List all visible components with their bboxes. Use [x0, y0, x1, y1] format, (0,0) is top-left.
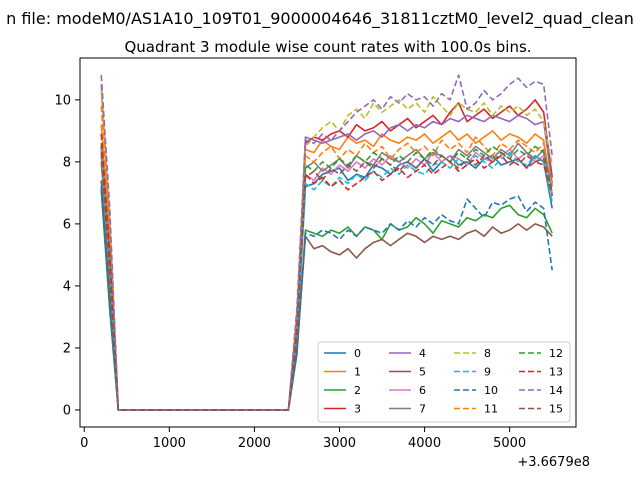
- y-tick-label: 10: [54, 93, 71, 108]
- legend-label-4: 4: [419, 347, 426, 360]
- y-tick-label: 0: [63, 403, 71, 418]
- legend-label-12: 12: [549, 347, 563, 360]
- legend-label-2: 2: [354, 384, 361, 397]
- y-axis: 0 2 4 6 8 10: [54, 93, 80, 418]
- series-line-15: [100, 151, 553, 411]
- x-tick-label: 1000: [153, 436, 186, 451]
- plot-frame: [79, 57, 577, 428]
- legend-label-15: 15: [549, 403, 563, 416]
- legend-label-8: 8: [484, 347, 491, 360]
- legend-label-14: 14: [549, 384, 563, 397]
- y-tick-label: 8: [63, 155, 71, 170]
- x-tick-label: 4000: [408, 436, 441, 451]
- y-tick-label: 2: [63, 341, 71, 356]
- legend-label-9: 9: [484, 366, 491, 379]
- x-axis-offset-label: +3.6679e8: [517, 455, 590, 470]
- x-axis: 0 1000 2000 3000 4000 5000: [80, 427, 526, 451]
- x-tick-label: 5000: [493, 436, 526, 451]
- x-tick-label: 0: [80, 436, 88, 451]
- legend-label-10: 10: [484, 384, 498, 397]
- series-line-14: [100, 74, 553, 411]
- legend-label-6: 6: [419, 384, 426, 397]
- legend-label-3: 3: [354, 403, 361, 416]
- figure-suptitle: n file: modeM0/AS1A10_109T01_9000004646_…: [6, 9, 634, 29]
- legend-label-7: 7: [419, 403, 426, 416]
- legend-label-1: 1: [354, 366, 361, 379]
- legend-label-13: 13: [549, 366, 563, 379]
- legend-label-5: 5: [419, 366, 426, 379]
- legend-box: [317, 341, 571, 423]
- chart-title: Quadrant 3 module wise count rates with …: [124, 38, 531, 56]
- y-tick-label: 4: [63, 279, 71, 294]
- x-tick-label: 3000: [323, 436, 356, 451]
- legend-label-11: 11: [484, 403, 498, 416]
- y-tick-label: 6: [63, 217, 71, 232]
- x-tick-label: 2000: [238, 436, 271, 451]
- plot-area: [79, 57, 577, 428]
- legend-label-0: 0: [354, 347, 361, 360]
